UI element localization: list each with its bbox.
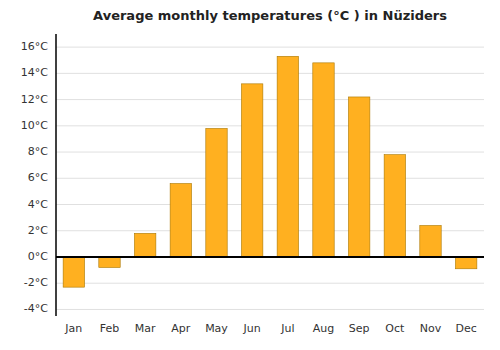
x-tick-label: Apr — [171, 322, 191, 335]
zero-line — [56, 256, 484, 258]
bar — [277, 56, 298, 257]
y-tick-label: 12°C — [21, 93, 48, 106]
y-tick-label: -4°C — [24, 302, 48, 315]
bar — [170, 184, 191, 257]
chart-svg: 16°C 14°C 12°C 10°C 8°C 6°C 4°C 2°C 0°C -2°C -4°C J… — [0, 0, 500, 350]
bar — [384, 155, 405, 257]
x-tick-label: Jun — [243, 322, 261, 335]
y-tick-label: 8°C — [28, 145, 48, 158]
chart-container: 16°C 14°C 12°C 10°C 8°C 6°C 4°C 2°C 0°C -2°C -4°C J… — [0, 0, 500, 350]
y-axis-ticks: 16°C 14°C 12°C 10°C 8°C 6°C 4°C 2°C 0°C -2°C -4°C — [21, 40, 48, 315]
y-tick-label: 0°C — [28, 250, 48, 263]
title: Average monthly temperatures (°C ) in Nü… — [93, 8, 447, 23]
y-axis-line — [55, 34, 57, 316]
y-tick-label: 4°C — [28, 198, 48, 211]
grid — [56, 47, 484, 309]
grid-line — [56, 256, 484, 257]
bar — [455, 257, 476, 269]
x-tick-label: Jan — [64, 322, 82, 335]
x-tick-label: Mar — [135, 322, 156, 335]
bar — [206, 128, 227, 257]
x-tick-label: Dec — [456, 322, 477, 335]
bar — [313, 63, 334, 257]
x-tick-label: Nov — [420, 322, 442, 335]
grid-line — [56, 309, 484, 310]
bar — [348, 97, 369, 257]
y-tick-label: 10°C — [21, 119, 48, 132]
grid-line — [56, 283, 484, 284]
x-tick-label: Aug — [313, 322, 334, 335]
bar — [420, 225, 441, 256]
x-tick-label: Feb — [100, 322, 119, 335]
x-tick-label: Jul — [280, 322, 294, 335]
grid-line — [56, 125, 484, 126]
x-tick-label: Sep — [349, 322, 370, 335]
grid-line — [56, 47, 484, 48]
bar — [134, 233, 155, 257]
grid-line — [56, 99, 484, 100]
y-tick-label: 14°C — [21, 66, 48, 79]
bar — [63, 257, 84, 287]
y-tick-label: -2°C — [24, 276, 48, 289]
y-tick-label: 6°C — [28, 171, 48, 184]
x-axis-ticks: Jan Feb Mar Apr May Jun Jul Aug Sep Oct Nov Dec — [64, 322, 476, 335]
x-tick-label: May — [205, 322, 228, 335]
x-tick-label: Oct — [385, 322, 405, 335]
bar — [99, 257, 120, 267]
bar — [241, 84, 262, 257]
grid-line — [56, 178, 484, 179]
bars — [63, 56, 477, 287]
y-tick-label: 16°C — [21, 40, 48, 53]
grid-line — [56, 152, 484, 153]
grid-line — [56, 204, 484, 205]
grid-line — [56, 73, 484, 74]
y-tick-label: 2°C — [28, 224, 48, 237]
